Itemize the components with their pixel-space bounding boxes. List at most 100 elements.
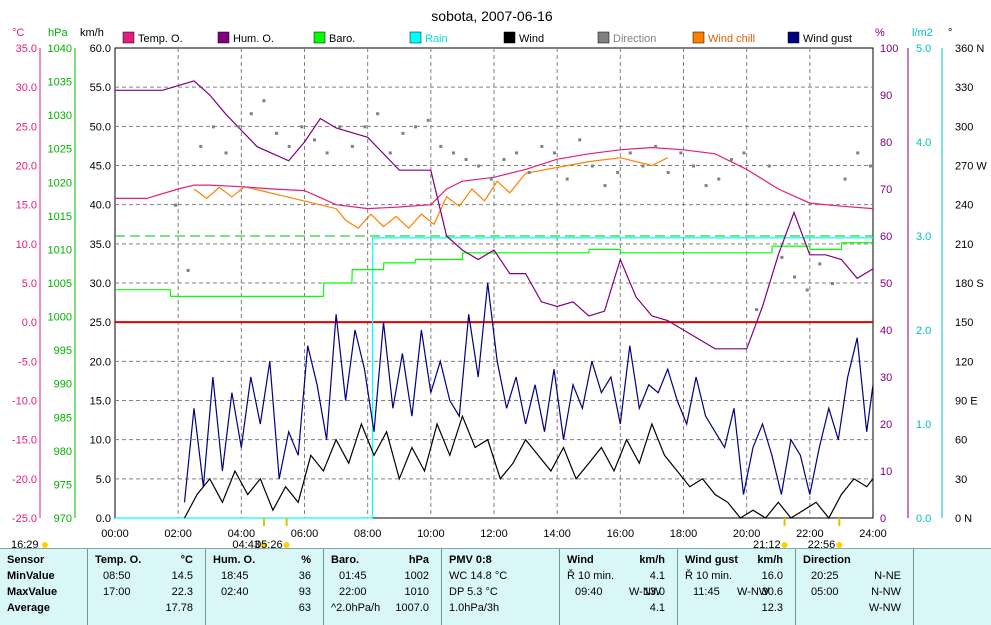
x-tick-label: 16:00: [607, 528, 635, 540]
chart-axes: 00:00 02:00 04:00 06:00 08:00 10:00 12:00 14:00…: [12, 43, 987, 540]
direction-point: [350, 144, 354, 148]
legend-swatch: [597, 31, 610, 44]
direction-point: [325, 151, 329, 155]
stats-baro-unit: hPa: [408, 554, 429, 566]
wind-tick-label: 40.0: [90, 200, 111, 212]
rain-tick-label: 1.0: [916, 419, 931, 431]
temp-tick-label: -10.0: [12, 396, 37, 408]
x-tick-label: 12:00: [480, 528, 508, 540]
direction-point: [174, 203, 178, 207]
stats-gust-avg10-label: Ř 10 min.: [685, 570, 733, 582]
x-tick-label: 02:00: [164, 528, 192, 540]
temp-tick-label: 20.0: [16, 161, 37, 173]
stats-gust-column: Wind gust km/h Ř 10 min. 16.0 11:45 W-NW 30.…: [678, 549, 796, 625]
x-tick-label: 08:00: [354, 528, 382, 540]
temp-tick-label: 0.0: [22, 317, 37, 329]
temp-tick-label: 30.0: [16, 82, 37, 94]
hum-tick-label: 0: [880, 513, 886, 525]
stats-min-label: MinValue: [7, 570, 55, 582]
x-tick-label: 00:00: [101, 528, 129, 540]
legend-item: Baro.: [313, 31, 355, 45]
sun-icon: [283, 542, 290, 548]
direction-point: [843, 177, 847, 181]
direction-point: [540, 144, 544, 148]
stats-gust-unit: km/h: [757, 554, 783, 566]
wind-gust-series-line: [183, 282, 874, 503]
legend-item: Wind: [503, 31, 544, 45]
direction-point: [868, 164, 872, 168]
legend-swatch: [409, 31, 422, 44]
temp-tick-label: -20.0: [12, 474, 37, 486]
stats-dir-r1-time: 20:25: [811, 570, 839, 582]
weather-chart: sobota, 2007-06-16 °C hPa km/h % l/m2 ° …: [11, 8, 987, 548]
direction-point: [401, 131, 405, 135]
hum-tick-label: 50: [880, 278, 892, 290]
dir-tick-label: 60: [955, 435, 967, 447]
baro-tick-label: 975: [54, 479, 72, 491]
legend-swatch: [503, 31, 516, 44]
direction-point: [439, 144, 443, 148]
direction-point: [338, 125, 342, 129]
temp-tick-label: 10.0: [16, 239, 37, 251]
baro-axis-unit: hPa: [48, 27, 68, 39]
sun-icon: [260, 542, 267, 548]
stats-wind-unit: km/h: [639, 554, 665, 566]
legend-label: Direction: [613, 33, 656, 45]
stats-gust-max-dir: W-NW: [737, 586, 770, 598]
stats-baro-title: Baro.: [331, 554, 360, 566]
rain-tick-label: 3.0: [916, 231, 931, 243]
rain-tick-label: 5.0: [916, 43, 931, 55]
direction-point: [186, 268, 190, 272]
wind-axis-unit: km/h: [80, 27, 104, 39]
stats-wind-max-value: 13.0: [643, 586, 665, 598]
chart-title: sobota, 2007-06-16: [431, 8, 553, 24]
legend-item: Hum. O.: [217, 31, 274, 45]
dir-tick-label: 330: [955, 82, 973, 94]
legend-swatch: [787, 31, 800, 44]
stats-baro-trend: ^2.0hPa/h: [331, 602, 381, 614]
temp-tick-label: 15.0: [16, 200, 37, 212]
stats-hum-unit: %: [301, 554, 311, 566]
temp-tick-label: 35.0: [16, 43, 37, 55]
stats-pmv-dewpoint: DP 5.3 °C: [449, 586, 498, 598]
dir-tick-label: 120: [955, 356, 973, 368]
dir-axis-unit: °: [948, 27, 952, 39]
direction-point: [515, 151, 519, 155]
direction-point: [717, 177, 721, 181]
hum-tick-label: 90: [880, 90, 892, 102]
stats-temp-min-time: 08:50: [103, 570, 131, 582]
stats-baro-max-value: 1010: [404, 586, 429, 598]
wind-tick-label: 45.0: [90, 161, 111, 173]
direction-point: [477, 164, 481, 168]
baro-tick-label: 970: [54, 513, 72, 525]
dir-tick-label: 240: [955, 200, 973, 212]
dir-tick-label: 0 N: [955, 513, 972, 525]
stats-gust-title: Wind gust: [685, 554, 739, 566]
time-marker-label: 04:43: [232, 539, 260, 548]
legend-label: Hum. O.: [233, 33, 274, 45]
stats-wind-avg10-label: Ř 10 min.: [567, 570, 615, 582]
legend-label: Rain: [425, 33, 448, 45]
stats-baro-avg: 1007.0: [395, 602, 429, 614]
stats-hum-min-value: 36: [298, 570, 311, 582]
direction-point: [426, 118, 430, 122]
rain-tick-label: 0.0: [916, 513, 931, 525]
legend-label: Wind chill: [708, 33, 755, 45]
stats-dir-title: Direction: [803, 554, 851, 566]
wind-tick-label: 25.0: [90, 317, 111, 329]
direction-point: [211, 125, 215, 129]
baro-tick-label: 1005: [48, 278, 72, 290]
stats-gust-avg: 12.3: [761, 602, 783, 614]
direction-point: [262, 99, 266, 103]
baro-tick-label: 995: [54, 345, 72, 357]
stats-temp-min-value: 14.5: [171, 570, 193, 582]
stats-hum-max-value: 93: [298, 586, 311, 598]
direction-point: [224, 151, 228, 155]
baro-series-line: [115, 242, 873, 297]
moon-icon: [42, 542, 48, 548]
stats-wind-column: Wind km/h Ř 10 min. 4.1 09:40 W-NW 13.0 4.1: [560, 549, 678, 625]
rain-tick-label: 4.0: [916, 137, 931, 149]
time-marker-label: 21:12: [753, 539, 781, 548]
plot-area: [115, 80, 874, 520]
legend-label: Wind: [519, 33, 544, 45]
